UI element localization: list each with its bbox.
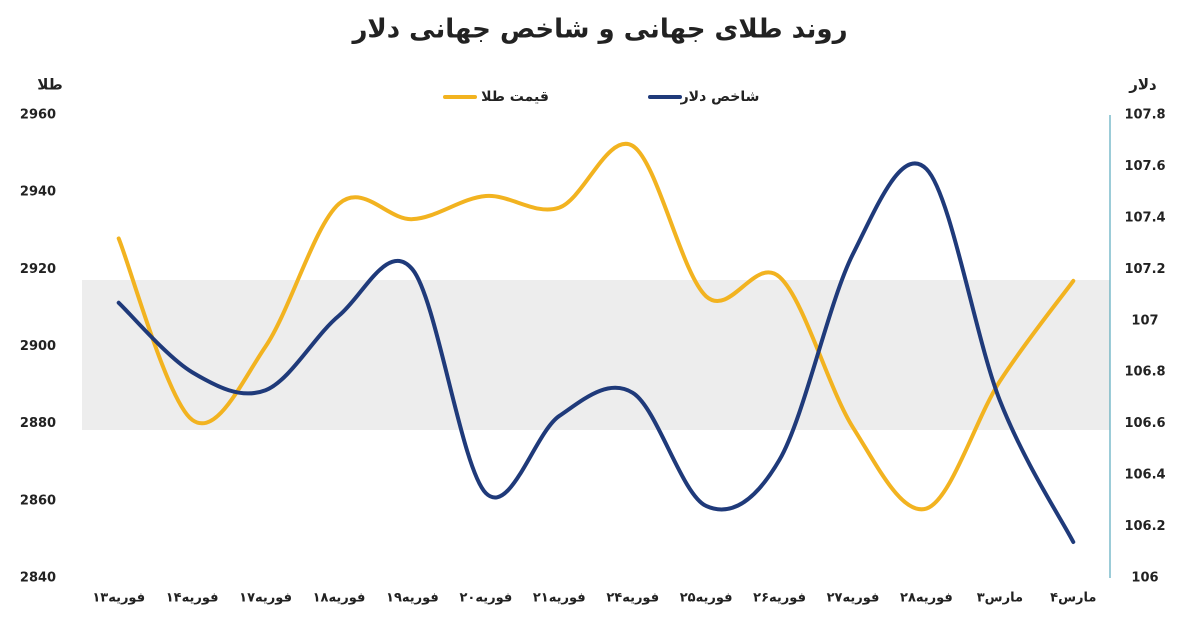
x-tick-label: ۲۸فوریه: [900, 591, 953, 606]
legend-label: شاخص دلار: [680, 89, 760, 105]
y2-tick-label: 106.2: [1124, 519, 1165, 534]
y2-tick-label: 107.6: [1124, 159, 1165, 174]
y2-tick-label: 106.4: [1124, 468, 1165, 483]
y2-tick-label: 107.4: [1124, 210, 1165, 225]
y-tick-label: 2880: [20, 416, 56, 431]
y-tick-label: 2860: [20, 493, 56, 508]
x-tick-label: ۲۰فوریه: [459, 591, 512, 606]
chart-title: روند طلای جهانی و شاخص جهانی دلار: [350, 15, 847, 45]
watermark-band: [82, 280, 1110, 430]
x-tick-label: ۲۱فوریه: [533, 591, 586, 606]
y2-tick-label: 107.2: [1124, 262, 1165, 277]
x-tick-label: ۱۳فوریه: [92, 591, 145, 606]
series-line: [116, 161, 1076, 544]
y2-tick-label: 106: [1131, 571, 1158, 586]
x-tick-label: ۲۴فوریه: [606, 591, 659, 606]
x-tick-label: ۳مارس: [977, 591, 1023, 606]
x-tick-label: ۲۷فوریه: [827, 591, 880, 606]
x-tick-label: ۱۹فوریه: [386, 591, 439, 606]
x-tick-label: ۱۷فوریه: [239, 591, 292, 606]
legend-label: قیمت طلا: [481, 89, 549, 105]
y2-tick-label: 107: [1131, 313, 1158, 328]
y-tick-label: 2920: [20, 262, 56, 277]
y-axis-title: طلا: [37, 76, 63, 94]
x-tick-label: ۴مارس: [1050, 591, 1096, 606]
y-tick-label: 2900: [20, 339, 56, 354]
x-tick-label: ۲۵فوریه: [680, 591, 733, 606]
y2-tick-label: 106.8: [1124, 365, 1165, 380]
y2-axis-title: دلار: [1128, 76, 1157, 94]
y-tick-label: 2940: [20, 185, 56, 200]
y2-tick-label: 107.8: [1124, 108, 1165, 123]
y-tick-label: 2840: [20, 571, 56, 586]
x-tick-label: ۲۶فوریه: [753, 591, 806, 606]
x-tick-label: ۱۴فوریه: [166, 591, 219, 606]
y-tick-label: 2960: [20, 108, 56, 123]
y2-tick-label: 106.6: [1124, 416, 1165, 431]
x-tick-label: ۱۸فوریه: [313, 591, 366, 606]
series-line: [116, 141, 1076, 512]
